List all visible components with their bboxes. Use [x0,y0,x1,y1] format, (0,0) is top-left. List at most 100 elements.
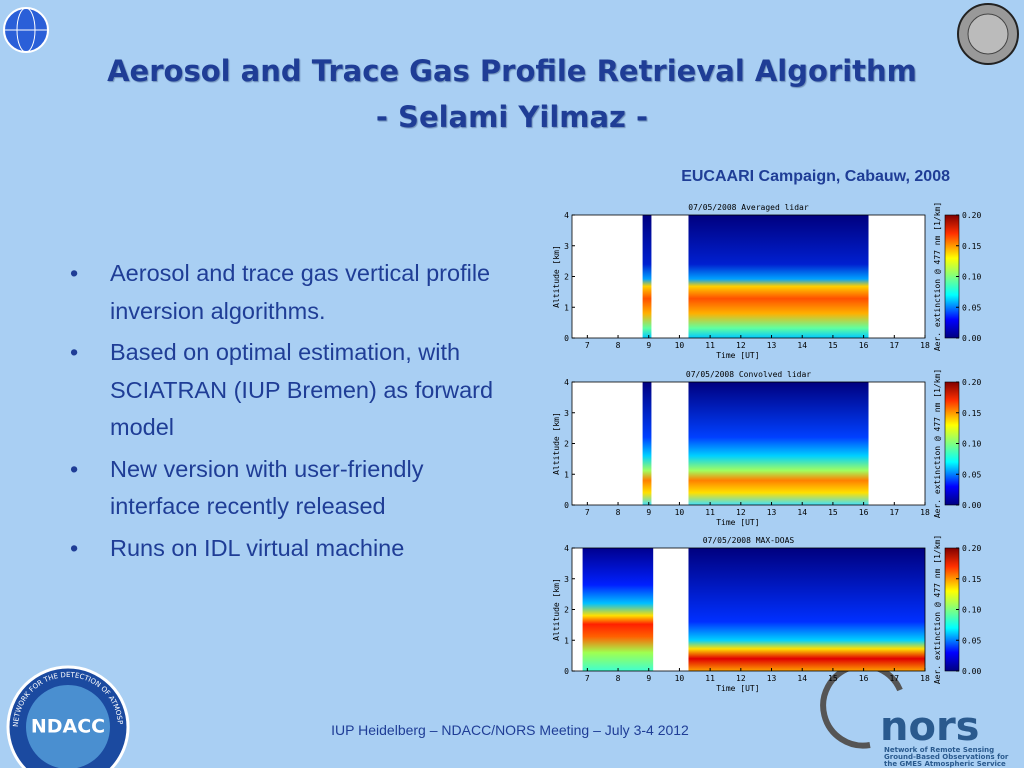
y-tick-label: 3 [564,409,569,418]
heatmap [688,382,869,505]
x-tick-label: 7 [585,508,590,517]
colorbar-tick-label: 0.00 [962,501,981,510]
x-tick-label: 15 [828,508,838,517]
colorbar-tick-label: 0.10 [962,273,981,282]
x-tick-label: 7 [585,674,590,683]
x-tick-label: 8 [616,674,621,683]
bullet: Aerosol and trace gas vertical profile i… [70,255,500,330]
title: Aerosol and Trace Gas Profile Retrieval … [107,54,917,88]
x-tick-label: 13 [767,674,777,683]
y-tick-label: 2 [564,440,569,449]
x-tick-label: 15 [828,674,838,683]
x-axis-label: Time [UT] [716,351,759,360]
colorbar-tick-label: 0.05 [962,470,981,479]
x-tick-label: 11 [705,674,715,683]
x-tick-label: 17 [889,341,899,350]
bullet-list: Aerosol and trace gas vertical profile i… [70,255,500,571]
x-tick-label: 10 [675,674,685,683]
x-tick-label: 8 [616,508,621,517]
y-axis-label: Altitude [km] [552,412,561,475]
x-tick-label: 15 [828,341,838,350]
colorbar-tick-label: 0.00 [962,334,981,343]
colorbar-label: Aer. extinction @ 477 nm [1/km] [933,535,942,684]
nors-tagline: Network of Remote Sensing [884,746,994,754]
y-tick-label: 0 [564,667,569,676]
y-tick-label: 4 [564,211,569,220]
x-tick-label: 8 [616,341,621,350]
x-tick-label: 16 [859,341,869,350]
y-tick-label: 4 [564,544,569,553]
colorbar-tick-label: 0.20 [962,211,981,220]
heatmap [582,548,654,671]
x-tick-label: 14 [797,674,807,683]
x-tick-label: 11 [705,508,715,517]
colorbar-tick-label: 0.20 [962,378,981,387]
x-axis-label: Time [UT] [716,518,759,527]
x-tick-label: 9 [646,508,651,517]
heatmap [688,548,925,671]
colorbar-label: Aer. extinction @ 477 nm [1/km] [933,202,942,351]
y-tick-label: 3 [564,242,569,251]
campaign-label: EUCAARI Campaign, Cabauw, 2008 [681,168,950,185]
x-tick-label: 17 [889,674,899,683]
x-tick-label: 12 [736,341,746,350]
seal-logo [957,3,1019,65]
ndacc-ring-path: NETWORK FOR THE DETECTION OF ATMOSPHERIC… [0,0,124,727]
x-axis-label: Time [UT] [716,684,759,693]
x-tick-label: 14 [797,508,807,517]
heatmap [642,382,652,505]
ndacc-logo: NETWORK FOR THE DETECTION OF ATMOSPHERIC… [0,0,130,768]
x-tick-label: 11 [705,341,715,350]
colorbar-tick-label: 0.00 [962,667,981,676]
colorbar-tick-label: 0.15 [962,242,981,251]
colorbar-tick-label: 0.05 [962,636,981,645]
colorbar-label: Aer. extinction @ 477 nm [1/km] [933,369,942,518]
x-tick-label: 13 [767,508,777,517]
x-tick-label: 13 [767,341,777,350]
bullet: Runs on IDL virtual machine [70,530,500,568]
nors-logo: nors Network of Remote Sensing Ground-Ba… [820,662,1009,768]
y-tick-label: 1 [564,470,569,479]
heatmap [642,215,652,338]
x-tick-label: 18 [920,674,930,683]
subtitle: - Selami Yilmaz - [375,100,649,134]
x-tick-label: 10 [675,341,685,350]
x-tick-label: 16 [859,674,869,683]
colorbar-tick-label: 0.20 [962,544,981,553]
nors-tagline: the GMES Atmospheric Service [884,760,1006,768]
x-tick-label: 18 [920,508,930,517]
x-tick-label: 12 [736,674,746,683]
colorbar-tick-label: 0.05 [962,303,981,312]
y-tick-label: 4 [564,378,569,387]
nors-tagline: Ground-Based Observations for [884,753,1009,761]
y-tick-label: 3 [564,575,569,584]
y-tick-label: 0 [564,334,569,343]
bullet: Based on optimal estimation, with SCIATR… [70,334,500,447]
x-tick-label: 12 [736,508,746,517]
globe-logo [3,7,49,53]
x-tick-label: 9 [646,341,651,350]
x-tick-label: 16 [859,508,869,517]
panel-title: 07/05/2008 Convolved lidar [686,370,811,379]
x-tick-label: 9 [646,674,651,683]
colorbar-tick-label: 0.15 [962,409,981,418]
footer: IUP Heidelberg – NDACC/NORS Meeting – Ju… [331,722,689,738]
x-tick-label: 7 [585,341,590,350]
panel-title: 07/05/2008 MAX-DOAS [703,536,795,545]
y-axis-label: Altitude [km] [552,578,561,641]
ndacc-ring-text: NETWORK FOR THE DETECTION OF ATMOSPHERIC… [0,0,124,727]
colorbar-tick-label: 0.10 [962,440,981,449]
y-tick-label: 0 [564,501,569,510]
y-tick-label: 1 [564,636,569,645]
nors-text: nors [880,704,980,750]
y-tick-label: 2 [564,273,569,282]
y-axis-label: Altitude [km] [552,245,561,308]
x-tick-label: 17 [889,508,899,517]
bullet: New version with user-friendly interface… [70,451,500,526]
y-tick-label: 1 [564,303,569,312]
